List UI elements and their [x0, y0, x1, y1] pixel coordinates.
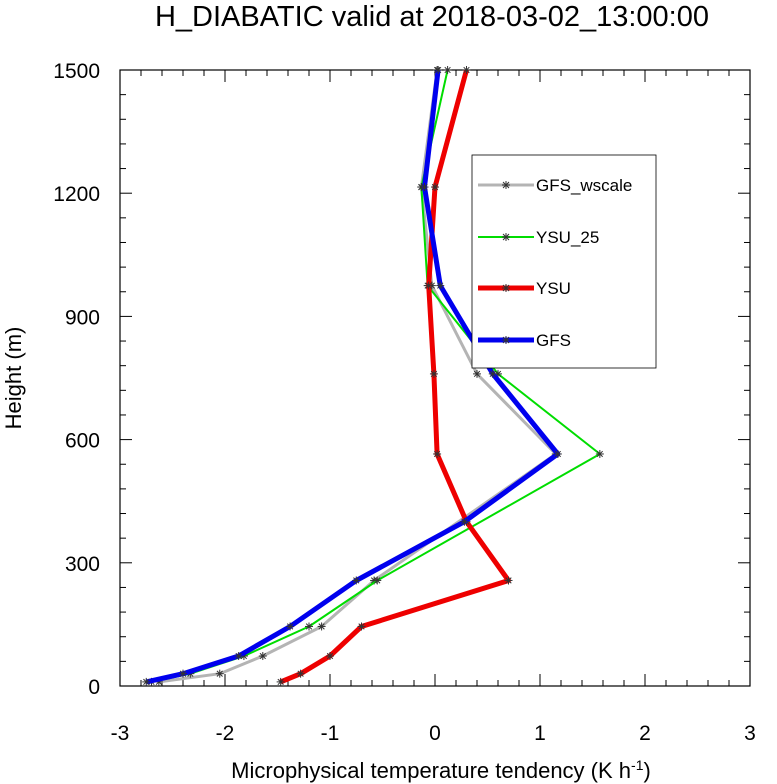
data-point — [296, 669, 305, 678]
plot-area: -3 -2 -1 0 1 2 3 0 300 600 900 1200 1500 — [53, 60, 756, 745]
x-tick-label: 0 — [429, 722, 441, 745]
series-lines — [142, 66, 604, 686]
data-point — [488, 369, 497, 378]
chart-title: H_DIABATIC valid at 2018-03-02_13:00:00 — [155, 1, 709, 33]
data-point — [553, 449, 562, 458]
data-point — [352, 576, 361, 585]
x-axis-label-text: Microphysical temperature tendency (K h — [231, 758, 631, 783]
x-tick-label: 2 — [639, 722, 651, 745]
data-point — [460, 517, 469, 526]
y-tick-label: 1500 — [53, 60, 100, 83]
data-point — [286, 622, 295, 631]
data-point — [357, 622, 366, 631]
data-point — [443, 66, 452, 74]
x-tick-label: 3 — [744, 722, 756, 745]
data-point — [142, 677, 151, 686]
legend-item-ysu-25: YSU_25 — [478, 228, 599, 247]
series-gfs — [142, 66, 562, 686]
tick-labels: -3 -2 -1 0 1 2 3 0 300 600 900 1200 1500 — [53, 60, 756, 745]
y-tick-label: 1200 — [53, 183, 100, 206]
y-axis-label: Height (m) — [1, 327, 26, 430]
legend-label: YSU — [536, 279, 571, 298]
x-tick-label: 1 — [534, 722, 546, 745]
data-point — [179, 669, 187, 678]
data-point — [424, 281, 433, 290]
data-point — [429, 369, 438, 378]
data-point — [234, 652, 243, 661]
legend-item-gfs-wscale: GFS_wscale — [478, 176, 632, 195]
data-point — [436, 281, 445, 290]
data-point — [462, 66, 471, 74]
y-tick-label: 0 — [88, 676, 100, 699]
x-axis-label-superscript: -1 — [631, 757, 644, 773]
legend-label: GFS_wscale — [536, 176, 632, 195]
y-tick-label: 900 — [65, 306, 100, 329]
legend-item-ysu: YSU — [478, 279, 571, 298]
x-axis-label-tail: ) — [643, 758, 650, 783]
legend-box — [471, 154, 657, 369]
data-point — [434, 66, 443, 74]
legend-label: GFS — [536, 331, 571, 350]
x-tick-label: -1 — [321, 722, 340, 745]
legend-label: YSU_25 — [536, 228, 599, 247]
data-point — [595, 449, 604, 458]
y-tick-label: 300 — [65, 553, 100, 576]
data-point — [373, 576, 382, 585]
data-point — [276, 677, 285, 686]
data-point — [258, 652, 267, 661]
data-point — [473, 369, 481, 378]
x-axis-label: Microphysical temperature tendency (K h-… — [231, 757, 651, 783]
data-point — [305, 622, 313, 631]
data-point — [504, 576, 513, 585]
data-point — [420, 183, 429, 192]
data-point — [431, 183, 439, 192]
x-tick-label: -3 — [111, 722, 130, 745]
legend: GFS_wscale YSU_25 YSU GFS — [471, 154, 657, 369]
data-point — [215, 669, 224, 678]
y-tick-label: 600 — [65, 430, 100, 453]
legend-item-gfs: GFS — [478, 331, 571, 350]
data-point — [317, 622, 326, 631]
x-tick-label: -2 — [216, 722, 235, 745]
axis-ticks — [119, 69, 751, 687]
data-point — [326, 652, 334, 661]
data-point — [433, 449, 442, 458]
